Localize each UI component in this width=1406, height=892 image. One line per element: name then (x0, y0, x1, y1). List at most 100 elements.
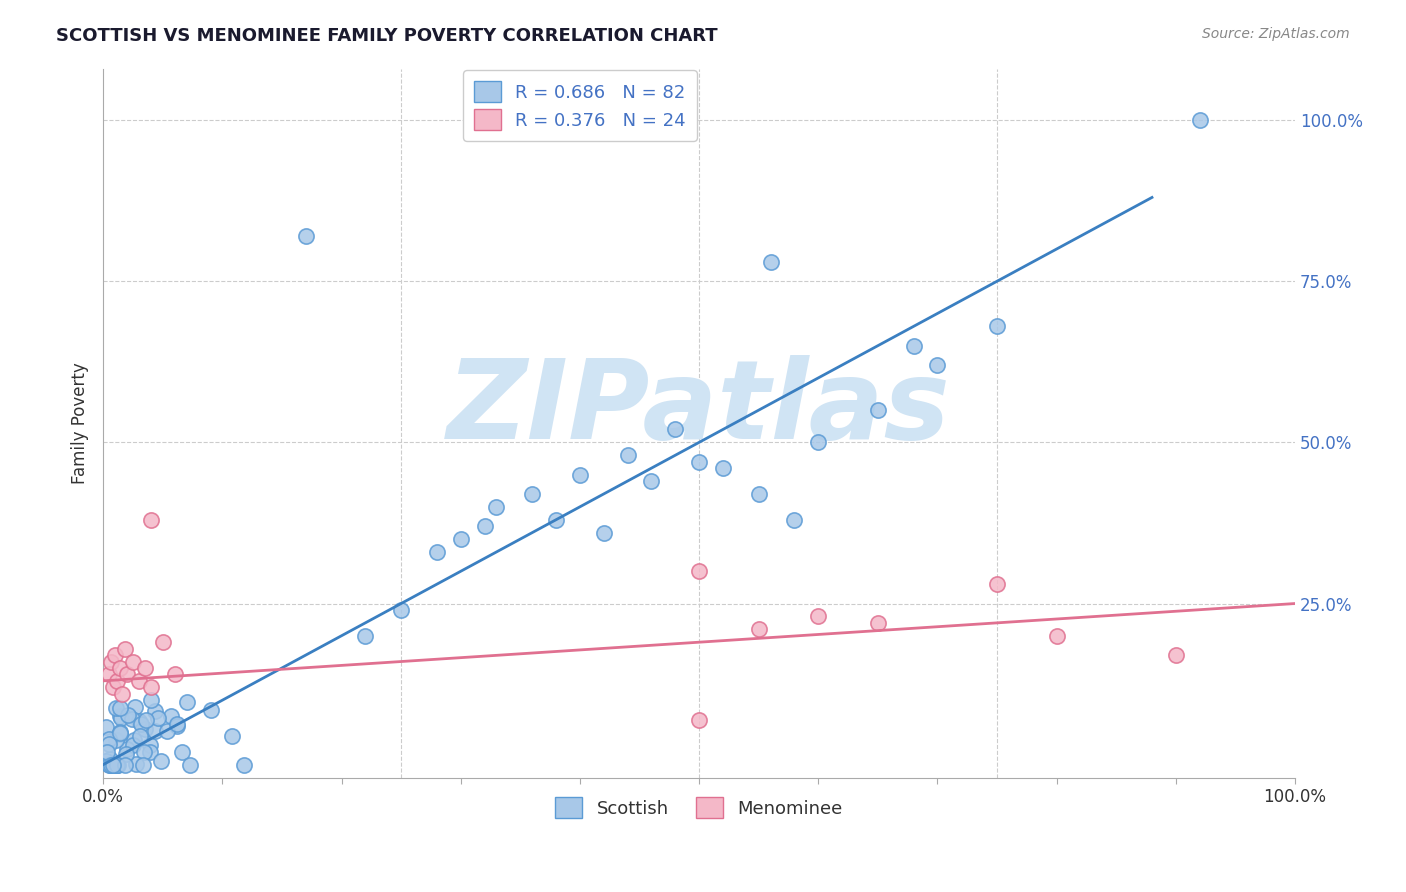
Y-axis label: Family Poverty: Family Poverty (72, 362, 89, 484)
Point (163, 667, 186, 681)
Point (100, 757, 122, 772)
Point (485, 500, 508, 514)
Point (108, 726, 131, 740)
Point (134, 661, 156, 675)
Point (221, 729, 243, 743)
Point (748, 623, 770, 637)
Point (200, 703, 222, 717)
Point (1046, 629, 1069, 643)
Point (592, 525, 614, 540)
Point (143, 705, 166, 719)
Point (179, 757, 201, 772)
Point (117, 707, 139, 722)
Point (149, 754, 172, 768)
Point (96, 754, 118, 768)
Point (132, 745, 155, 759)
Point (121, 712, 143, 726)
Point (688, 564, 710, 578)
Point (129, 729, 152, 743)
Point (98, 667, 121, 681)
Point (688, 713, 710, 727)
Point (807, 609, 830, 624)
Point (114, 757, 136, 772)
Point (132, 757, 155, 772)
Point (139, 513, 162, 527)
Point (522, 487, 544, 501)
Text: ZIPatlas: ZIPatlas (447, 355, 950, 462)
Point (107, 757, 129, 772)
Point (128, 714, 150, 728)
Point (111, 687, 134, 701)
Point (139, 681, 162, 695)
Point (866, 615, 889, 630)
Point (96, 746, 118, 760)
Point (128, 673, 150, 688)
Point (100, 757, 122, 772)
Point (98, 738, 121, 752)
Point (807, 435, 830, 450)
Point (616, 448, 638, 462)
Point (108, 709, 131, 723)
Point (125, 757, 148, 772)
Point (121, 738, 143, 752)
Point (100, 757, 122, 772)
Point (233, 757, 256, 772)
Point (145, 723, 167, 738)
Point (711, 461, 734, 475)
Point (903, 339, 925, 353)
Point (101, 681, 124, 695)
Point (544, 513, 567, 527)
Point (122, 655, 145, 669)
Point (103, 757, 125, 772)
Point (986, 577, 1008, 591)
Point (474, 519, 496, 533)
Point (389, 603, 412, 617)
Point (139, 738, 162, 752)
Point (139, 693, 162, 707)
Point (105, 701, 128, 715)
Point (170, 745, 193, 759)
Point (98, 757, 121, 772)
Point (103, 757, 125, 772)
Point (100, 752, 122, 766)
Point (759, 255, 782, 269)
Point (1164, 648, 1187, 662)
Point (115, 747, 138, 762)
Point (664, 422, 686, 436)
Point (110, 700, 132, 714)
Point (166, 719, 188, 733)
Point (115, 667, 138, 681)
Point (104, 733, 127, 747)
Point (160, 709, 183, 723)
Point (139, 745, 162, 759)
Point (105, 757, 128, 772)
Point (129, 716, 152, 731)
Point (354, 629, 377, 643)
Point (115, 742, 138, 756)
Point (94, 720, 117, 734)
Point (97, 756, 120, 771)
Point (146, 711, 169, 725)
Legend: Scottish, Menominee: Scottish, Menominee (548, 790, 851, 825)
Point (866, 403, 889, 417)
Point (176, 695, 198, 709)
Point (294, 229, 316, 244)
Point (108, 727, 131, 741)
Point (108, 725, 131, 739)
Point (426, 545, 449, 559)
Point (135, 713, 157, 727)
Point (156, 724, 179, 739)
Point (122, 733, 145, 747)
Point (152, 635, 174, 649)
Point (134, 723, 156, 737)
Point (1188, 113, 1211, 128)
Point (124, 699, 146, 714)
Text: Source: ZipAtlas.com: Source: ZipAtlas.com (1202, 27, 1350, 41)
Point (450, 532, 472, 546)
Point (688, 455, 710, 469)
Point (748, 487, 770, 501)
Point (927, 358, 949, 372)
Point (108, 661, 131, 675)
Point (110, 711, 132, 725)
Point (104, 648, 127, 662)
